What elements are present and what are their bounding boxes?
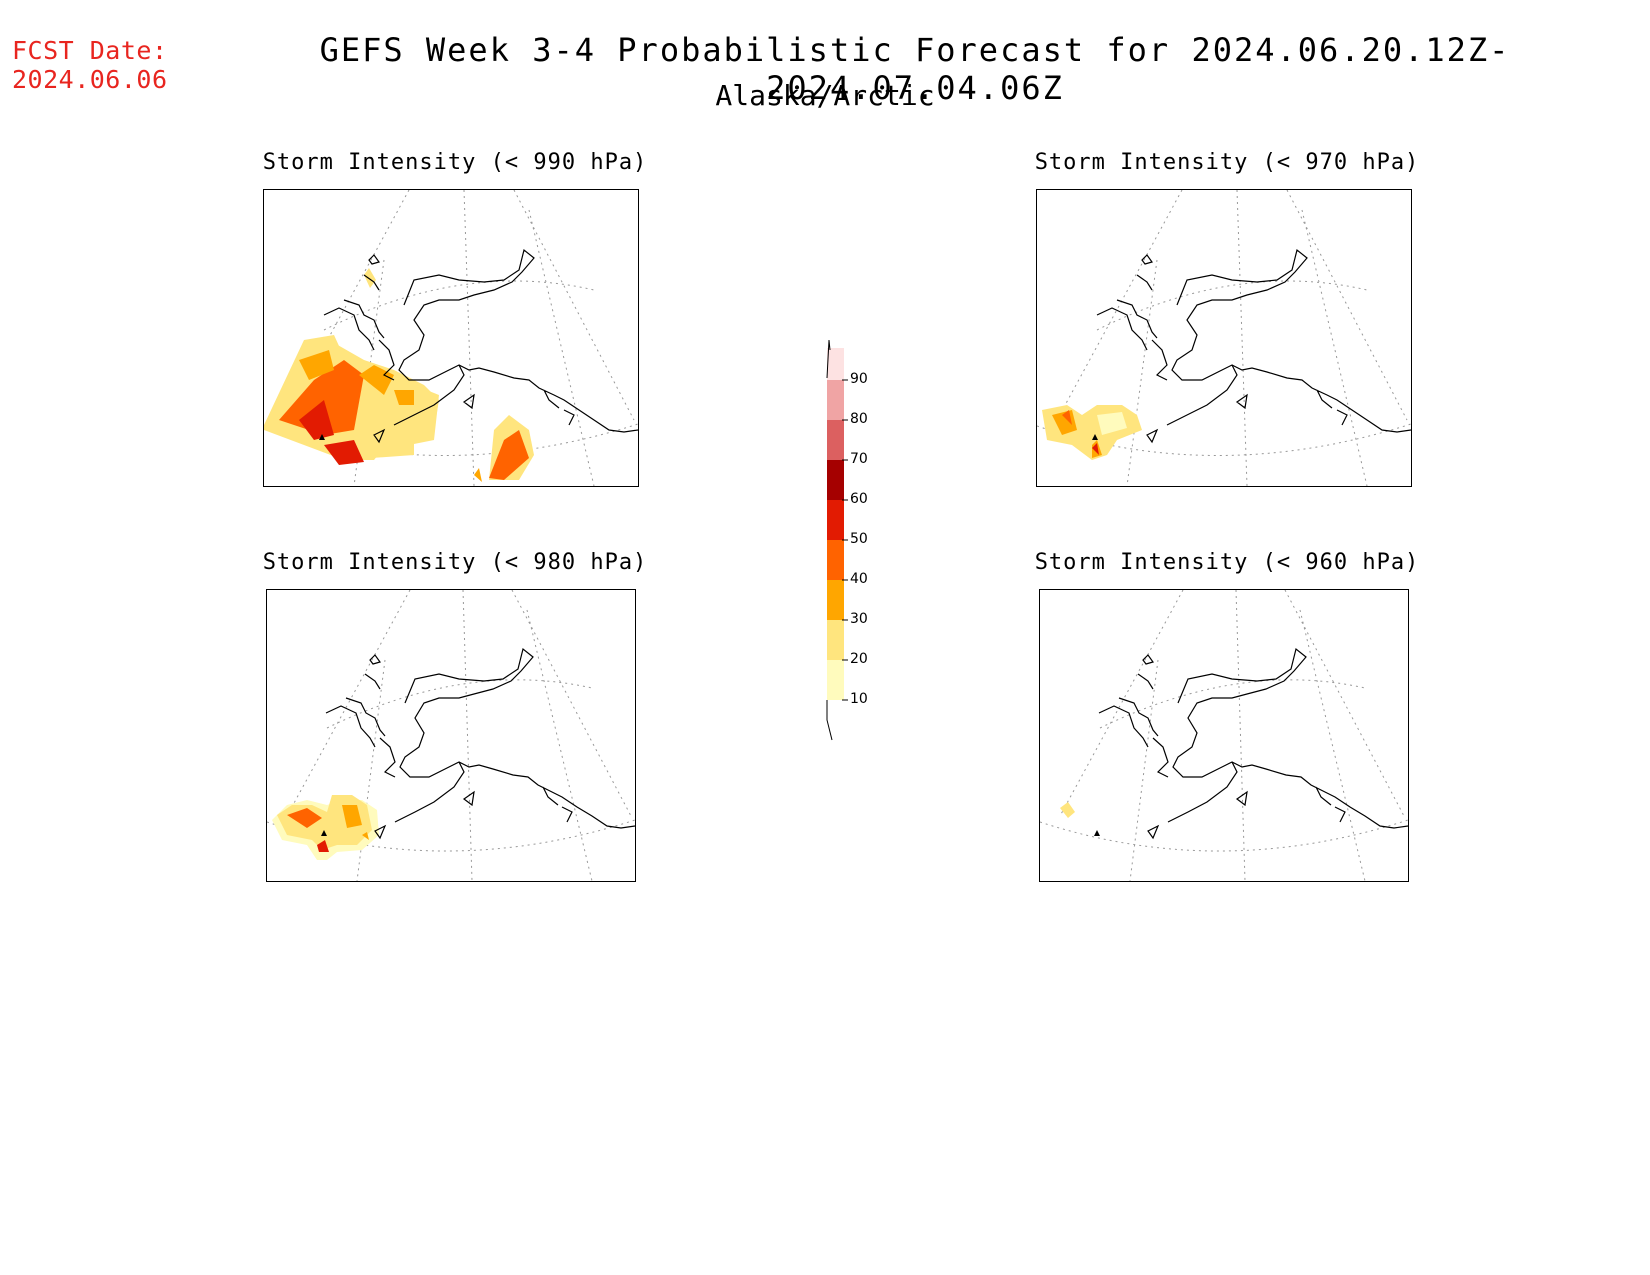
map-svg-970: [1037, 190, 1411, 486]
colorbar-swatch: [827, 540, 844, 580]
map-970: [1036, 189, 1412, 487]
coastline: [1098, 647, 1408, 840]
colorbar-bottom-cap: [826, 700, 833, 741]
colorbar-tick-label: 50: [850, 531, 868, 547]
colorbar-boxes: [827, 348, 848, 701]
grid-lines: [1037, 190, 1411, 486]
colorbar-swatch: [827, 380, 844, 420]
probability-shading: [264, 268, 534, 482]
colorbar-swatch: [827, 348, 844, 380]
probability-shading: [1042, 405, 1142, 460]
colorbar-tick-label: 90: [850, 371, 868, 387]
colorbar-tick-label: 60: [850, 491, 868, 507]
colorbar-tick-label: 40: [850, 571, 868, 587]
station-marker: [319, 434, 325, 440]
station-marker: [321, 830, 327, 836]
panel-title-990: Storm Intensity (< 990 hPa): [262, 150, 648, 175]
colorbar-tick-label: 10: [850, 691, 868, 707]
coastline: [325, 647, 635, 840]
colorbar-tick-label: 80: [850, 411, 868, 427]
colorbar-swatch: [827, 460, 844, 500]
coastline: [323, 248, 638, 444]
forecast-date-block: FCST Date: 2024.06.06: [12, 36, 168, 94]
forecast-date-value: 2024.06.06: [12, 65, 168, 94]
colorbar-tick-label: 30: [850, 611, 868, 627]
map-svg-980: [267, 590, 635, 881]
panel-title-980: Storm Intensity (< 980 hPa): [262, 550, 648, 575]
map-svg-990: [264, 190, 638, 486]
map-980: [266, 589, 636, 882]
colorbar-tick-label: 70: [850, 451, 868, 467]
colorbar-swatch: [827, 420, 844, 460]
map-990: [263, 189, 639, 487]
coastline: [1096, 248, 1411, 444]
map-960: [1039, 589, 1409, 882]
colorbar-swatch: [827, 620, 844, 660]
page-title: GEFS Week 3-4 Probabilistic Forecast for…: [0, 31, 1650, 107]
colorbar-swatch: [827, 580, 844, 620]
colorbar-top-cap: [826, 339, 831, 379]
colorbar: [826, 339, 848, 741]
station-marker: [1094, 830, 1100, 836]
colorbar-tick-label: 20: [850, 651, 868, 667]
station-marker: [1092, 434, 1098, 440]
grid-lines: [267, 590, 635, 881]
page-title-text: GEFS Week 3-4 Probabilistic Forecast for…: [319, 31, 1511, 107]
colorbar-swatch: [827, 500, 844, 540]
colorbar-swatch: [827, 660, 844, 700]
probability-shading: [1060, 802, 1075, 818]
grid-lines: [264, 190, 638, 486]
grid-lines: [1040, 590, 1408, 881]
map-svg-960: [1040, 590, 1408, 881]
region-title: Alaska/Arctic: [715, 79, 935, 112]
panel-title-960: Storm Intensity (< 960 hPa): [1034, 550, 1420, 575]
probability-shading: [272, 795, 379, 860]
forecast-date-label: FCST Date:: [12, 36, 168, 65]
panel-title-970: Storm Intensity (< 970 hPa): [1034, 150, 1420, 175]
